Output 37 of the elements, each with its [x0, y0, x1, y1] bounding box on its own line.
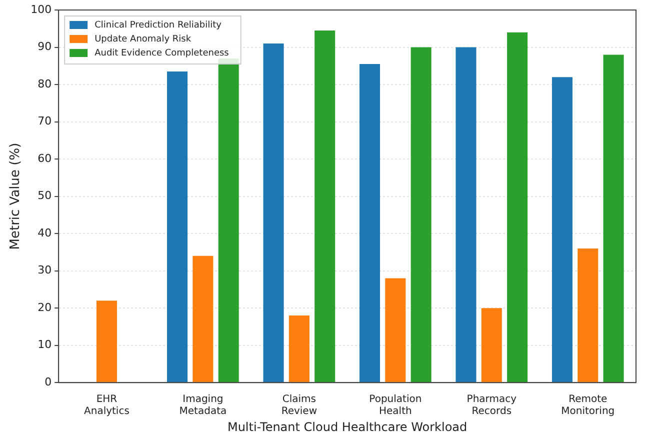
y-tick-label: 100 — [30, 2, 52, 16]
legend-label: Clinical Prediction Reliability — [94, 20, 222, 30]
bar — [481, 308, 502, 382]
y-axis-title: Metric Value (%) — [8, 142, 24, 250]
y-tick-label: 50 — [38, 189, 52, 202]
y-tick-label: 60 — [38, 152, 52, 165]
y-tick-label: 80 — [38, 77, 52, 90]
x-tick-label: Remote Monitoring — [561, 394, 615, 418]
legend-label: Update Anomaly Risk — [94, 34, 192, 44]
x-tick-label: Claims Review — [281, 394, 318, 418]
y-tick-label: 90 — [38, 40, 52, 54]
x-tick-label: EHR Analytics — [84, 394, 130, 418]
x-tick-label: Population Health — [369, 394, 422, 418]
bar — [385, 278, 406, 382]
bar — [578, 248, 598, 382]
y-tick-label: 40 — [38, 226, 52, 240]
y-tick-label: 0 — [44, 375, 52, 388]
bar — [96, 300, 117, 382]
bar — [456, 47, 476, 382]
bar — [167, 71, 188, 382]
y-tick-label: 70 — [38, 114, 52, 128]
bar — [263, 44, 284, 382]
x-axis-title: Multi-Tenant Cloud Healthcare Workload — [227, 420, 468, 434]
bar — [359, 64, 380, 382]
x-tick-label: Imaging Metadata — [179, 394, 227, 418]
bar — [288, 316, 310, 382]
legend-label: Audit Evidence Completeness — [94, 48, 230, 58]
bar — [314, 30, 336, 382]
y-tick-label: 30 — [38, 264, 52, 277]
x-tick-label: Pharmacy Records — [466, 394, 517, 418]
bar — [603, 54, 624, 382]
y-tick-label: 10 — [38, 338, 52, 352]
bar — [507, 32, 528, 382]
bar — [552, 77, 572, 382]
bar — [410, 47, 432, 382]
bar — [192, 256, 214, 382]
y-tick-label: 20 — [38, 300, 52, 314]
